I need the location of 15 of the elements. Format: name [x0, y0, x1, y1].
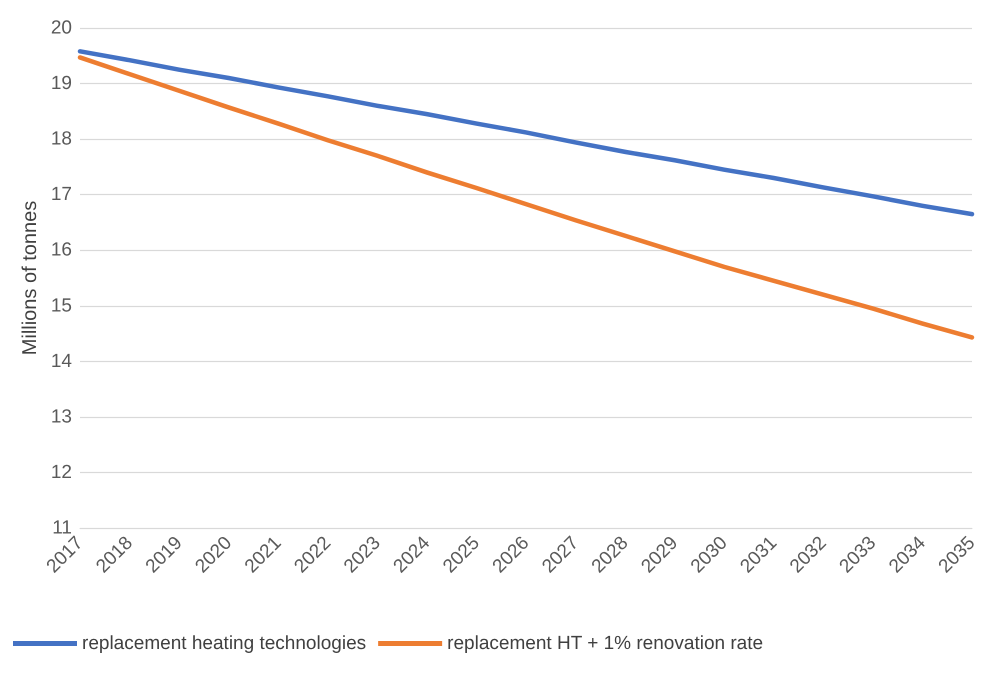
- y-tick-label: 14: [50, 350, 72, 372]
- line-series: [78, 55, 974, 340]
- legend-label: replacement heating technologies: [82, 633, 366, 654]
- y-axis-title: Millions of tonnes: [18, 200, 41, 356]
- y-tick-label: 15: [50, 295, 72, 316]
- y-tick-label: 17: [50, 184, 72, 206]
- line-series: [78, 49, 974, 216]
- y-tick-label: 12: [50, 462, 72, 483]
- y-tick-label: 13: [50, 406, 72, 428]
- legend-label: replacement HT + 1% renovation rate: [447, 633, 764, 654]
- y-tick-label: 11: [52, 518, 72, 538]
- y-tick-label: 16: [50, 240, 72, 261]
- y-tick-label: 20: [50, 18, 72, 38]
- y-tick-label: 19: [50, 73, 72, 94]
- y-tick-label: 18: [50, 128, 72, 150]
